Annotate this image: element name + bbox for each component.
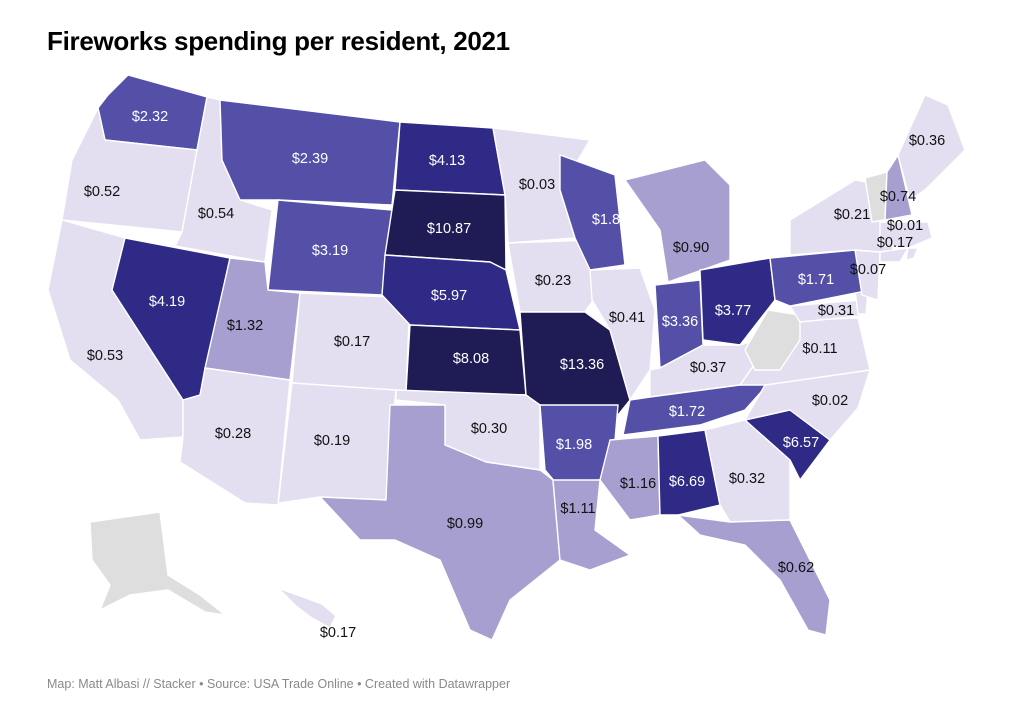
state-value-label-ct: $0.17: [877, 235, 913, 251]
state-shape-il: [589, 267, 656, 401]
state-value-label-il: $0.41: [609, 310, 645, 326]
state-value-label-hi: $0.17: [320, 625, 356, 641]
state-value-label-ut: $1.32: [227, 318, 263, 334]
state-value-label-nh: $0.74: [880, 189, 916, 205]
state-value-label-mo: $13.36: [560, 357, 604, 373]
state-value-label-mn: $0.03: [519, 177, 555, 193]
state-value-label-ks: $8.08: [453, 351, 489, 367]
state-shape-ma: [879, 221, 933, 249]
map-footer-credits: Map: Matt Albasi // Stacker • Source: US…: [47, 677, 511, 691]
state-value-label-or: $0.52: [84, 184, 120, 200]
state-value-label-tn: $1.72: [669, 404, 705, 420]
state-value-label-al: $6.69: [669, 474, 705, 490]
state-value-label-md: $0.31: [818, 303, 854, 319]
state-value-label-nc: $0.02: [812, 393, 848, 409]
map-title: Fireworks spending per resident, 2021: [47, 26, 510, 56]
state-value-label-ma: $0.01: [887, 218, 923, 234]
state-value-label-ok: $0.30: [471, 421, 507, 437]
state-value-label-nd: $4.13: [429, 153, 465, 169]
state-value-label-ky: $0.37: [690, 360, 726, 376]
state-value-label-ne: $5.97: [431, 288, 467, 304]
state-value-label-co: $0.17: [334, 334, 370, 350]
state-shape-ak: [89, 511, 226, 616]
state-shape-nh: [884, 154, 913, 221]
state-value-label-nv: $4.19: [149, 294, 185, 310]
state-shape-fl: [677, 514, 831, 636]
state-value-label-ca: $0.53: [87, 348, 123, 364]
state-value-label-az: $0.28: [215, 426, 251, 442]
state-shape-mo: [519, 311, 631, 416]
state-value-label-ny: $0.21: [834, 207, 870, 223]
state-value-label-ar: $1.98: [556, 437, 592, 453]
state-shape-az: [179, 367, 291, 506]
state-value-label-wi: $1.86: [592, 212, 628, 228]
state-value-label-wy: $3.19: [312, 243, 348, 259]
state-value-label-va: $0.11: [802, 341, 837, 357]
state-value-label-de: $0.07: [850, 262, 886, 278]
state-value-label-pa: $1.71: [798, 272, 834, 288]
state-value-label-nm: $0.19: [314, 433, 350, 449]
state-value-label-me: $0.36: [909, 133, 945, 149]
state-shape-ri: [905, 247, 919, 261]
state-shape-ms: [599, 435, 661, 521]
state-shape-al: [657, 429, 721, 516]
state-value-label-la: $1.11: [560, 501, 595, 517]
state-shape-tn: [622, 381, 771, 436]
state-value-label-in: $3.36: [662, 314, 698, 330]
state-value-label-sc: $6.57: [783, 435, 819, 451]
state-value-label-sd: $10.87: [427, 221, 471, 237]
state-shape-oh: [699, 257, 776, 346]
state-shape-me: [897, 94, 966, 201]
state-value-label-tx: $0.99: [447, 516, 483, 532]
state-value-label-oh: $3.77: [715, 303, 751, 319]
state-shape-wv: [744, 309, 801, 371]
state-value-label-id: $0.54: [198, 206, 234, 222]
state-value-label-mt: $2.39: [292, 151, 328, 167]
state-value-label-mi: $0.90: [673, 240, 709, 256]
state-value-label-ms: $1.16: [620, 476, 656, 492]
state-value-label-fl: $0.62: [778, 560, 814, 576]
state-shape-ct: [879, 247, 909, 263]
state-shape-md: [789, 299, 861, 323]
state-shape-hi: [277, 587, 337, 629]
state-value-label-ga: $0.32: [729, 471, 765, 487]
state-value-label-wa: $2.32: [132, 109, 168, 125]
state-shape-tx: [319, 404, 561, 641]
state-shape-mi: [624, 159, 731, 283]
state-value-label-ia: $0.23: [535, 273, 571, 289]
state-value-labels: $2.32 $0.52 $0.53 $0.54 $4.19 $2.39 $3.19 $1.32…: [84, 109, 945, 641]
state-shapes: [47, 74, 966, 641]
